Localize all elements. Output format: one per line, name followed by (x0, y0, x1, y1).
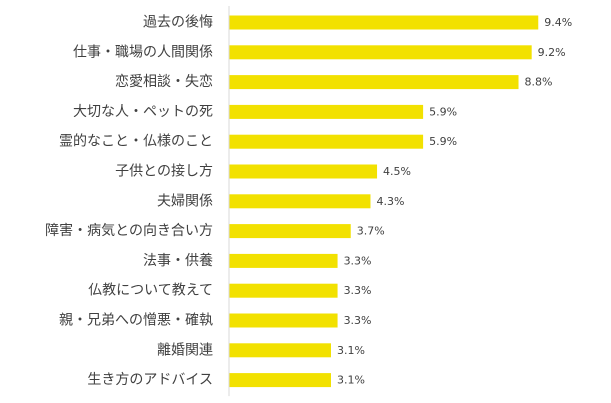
bar (229, 313, 338, 328)
value-labels-group: 9.4% 9.2% 8.8% 5.9% 5.9% 4.5% 4.3% 3.7% 3.3% 3.3%… (337, 16, 572, 387)
category-label: 霊的なこと・仏様のこと (59, 134, 213, 150)
bar (229, 343, 331, 358)
category-label: 夫婦関係 (157, 192, 213, 209)
category-label: 子供との接し方 (115, 163, 213, 180)
bar (229, 164, 378, 179)
category-label: 恋愛相談・失恋 (115, 73, 213, 90)
value-label: 3.3% (344, 254, 372, 267)
value-label: 4.3% (376, 195, 404, 208)
value-label: 3.1% (337, 374, 365, 387)
bar (229, 75, 519, 90)
category-label: 過去の後悔 (143, 15, 213, 31)
bar (229, 224, 351, 239)
bar (229, 283, 338, 298)
category-labels-group: 過去の後悔仕事・職場の人間関係恋愛相談・失恋大切な人・ペットの死霊的なこと・仏様… (45, 15, 213, 389)
bar (229, 134, 424, 149)
category-label: 障害・病気との向き合い方 (45, 223, 213, 239)
bar (229, 194, 371, 209)
category-label: 法事・供養 (143, 252, 213, 269)
bar (229, 373, 331, 388)
value-label: 5.9% (429, 105, 457, 118)
category-label: 仏教について教えて (88, 283, 213, 299)
category-label: 仕事・職場の人間関係 (73, 44, 213, 60)
value-label: 9.4% (544, 16, 572, 29)
value-label: 9.2% (538, 46, 566, 59)
category-label: 大切な人・ペットの死 (73, 104, 213, 120)
bar (229, 15, 539, 30)
value-label: 3.7% (357, 225, 385, 238)
value-label: 3.1% (337, 344, 365, 357)
category-label: 生き方のアドバイス (87, 372, 213, 388)
value-label: 3.3% (344, 314, 372, 327)
category-label: 離婚関連 (157, 341, 213, 358)
value-label: 8.8% (525, 76, 553, 89)
value-label: 5.9% (429, 135, 457, 148)
value-label: 4.5% (383, 165, 411, 178)
value-label: 3.3% (344, 284, 372, 297)
bars-group (229, 15, 539, 388)
bar (229, 45, 532, 60)
bar (229, 104, 424, 119)
category-label: 親・兄弟への憎悪・確執 (59, 312, 213, 329)
bar (229, 253, 338, 268)
